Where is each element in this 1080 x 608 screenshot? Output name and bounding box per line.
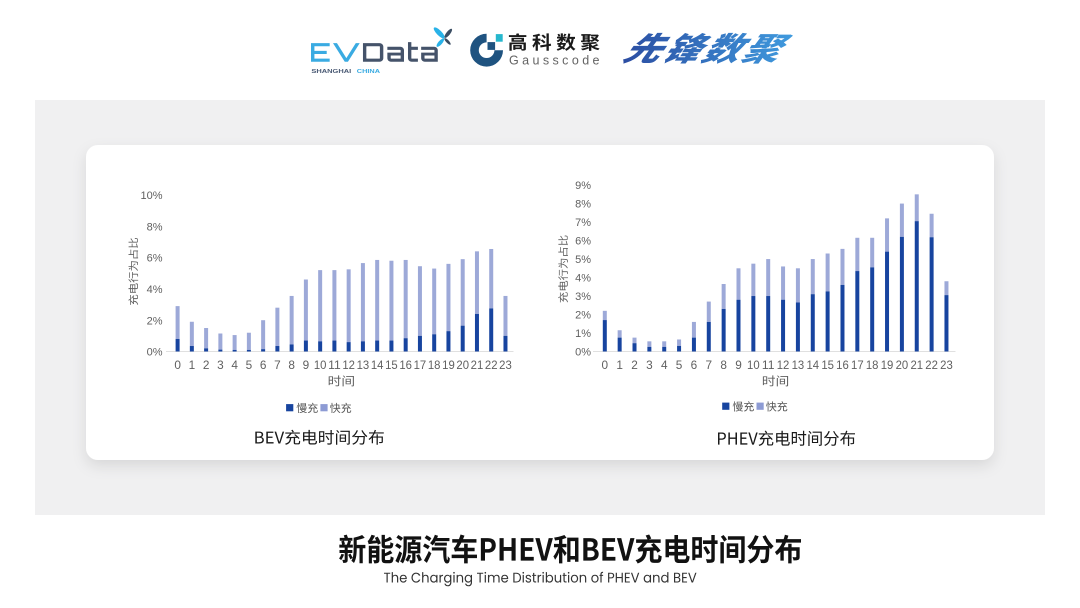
svg-text:8: 8 (720, 358, 727, 372)
svg-text:6: 6 (260, 358, 267, 372)
svg-text:1: 1 (189, 358, 196, 372)
svg-text:18: 18 (428, 358, 441, 372)
svg-text:9: 9 (303, 358, 310, 372)
svg-text:11: 11 (328, 358, 341, 372)
svg-text:3: 3 (217, 358, 224, 372)
svg-text:8%: 8% (147, 221, 163, 233)
svg-text:3%: 3% (575, 291, 591, 303)
svg-text:3: 3 (646, 358, 653, 372)
svg-text:14: 14 (371, 358, 384, 372)
svg-text:21: 21 (910, 358, 923, 372)
svg-text:5%: 5% (575, 254, 591, 266)
svg-text:7%: 7% (575, 217, 591, 229)
svg-text:9: 9 (735, 358, 742, 372)
svg-text:8%: 8% (575, 199, 591, 211)
svg-text:1%: 1% (575, 328, 591, 340)
svg-text:SHANGHAI: SHANGHAI (311, 69, 351, 75)
svg-text:22: 22 (485, 358, 498, 372)
svg-text:12: 12 (777, 358, 790, 372)
svg-text:4%: 4% (147, 284, 163, 296)
svg-text:13: 13 (357, 358, 370, 372)
svg-text:14: 14 (806, 358, 819, 372)
svg-text:0: 0 (602, 358, 609, 372)
svg-text:10: 10 (747, 358, 760, 372)
svg-text:4: 4 (661, 358, 668, 372)
svg-text:23: 23 (499, 358, 512, 372)
svg-text:10: 10 (314, 358, 327, 372)
svg-text:21: 21 (471, 358, 484, 372)
svg-text:7: 7 (705, 358, 712, 372)
svg-text:18: 18 (866, 358, 879, 372)
svg-text:9%: 9% (575, 180, 591, 192)
svg-text:15: 15 (821, 358, 834, 372)
svg-text:5: 5 (246, 358, 253, 372)
svg-text:22: 22 (925, 358, 938, 372)
svg-text:0%: 0% (575, 347, 591, 359)
svg-text:2: 2 (631, 358, 638, 372)
svg-text:6%: 6% (575, 236, 591, 248)
svg-text:2: 2 (203, 358, 210, 372)
svg-text:2%: 2% (147, 315, 163, 327)
svg-text:CHINA: CHINA (357, 69, 380, 75)
svg-text:23: 23 (940, 358, 953, 372)
svg-text:16: 16 (836, 358, 849, 372)
svg-text:0%: 0% (147, 347, 163, 359)
svg-text:16: 16 (399, 358, 412, 372)
svg-text:17: 17 (851, 358, 864, 372)
svg-text:15: 15 (385, 358, 398, 372)
svg-text:17: 17 (414, 358, 427, 372)
svg-text:19: 19 (442, 358, 455, 372)
svg-text:6%: 6% (147, 253, 163, 265)
svg-text:10%: 10% (140, 190, 162, 202)
svg-text:19: 19 (881, 358, 894, 372)
svg-text:13: 13 (792, 358, 805, 372)
svg-text:6: 6 (691, 358, 698, 372)
svg-text:20: 20 (896, 358, 909, 372)
svg-text:7: 7 (274, 358, 281, 372)
svg-text:Gausscode: Gausscode (509, 53, 600, 67)
svg-text:11: 11 (762, 358, 775, 372)
svg-text:5: 5 (676, 358, 683, 372)
svg-text:4%: 4% (575, 273, 591, 285)
svg-text:20: 20 (456, 358, 469, 372)
svg-text:12: 12 (342, 358, 355, 372)
svg-text:2%: 2% (575, 310, 591, 322)
svg-text:0: 0 (174, 358, 181, 372)
svg-text:4: 4 (231, 358, 238, 372)
svg-text:8: 8 (288, 358, 295, 372)
svg-text:1: 1 (616, 358, 623, 372)
